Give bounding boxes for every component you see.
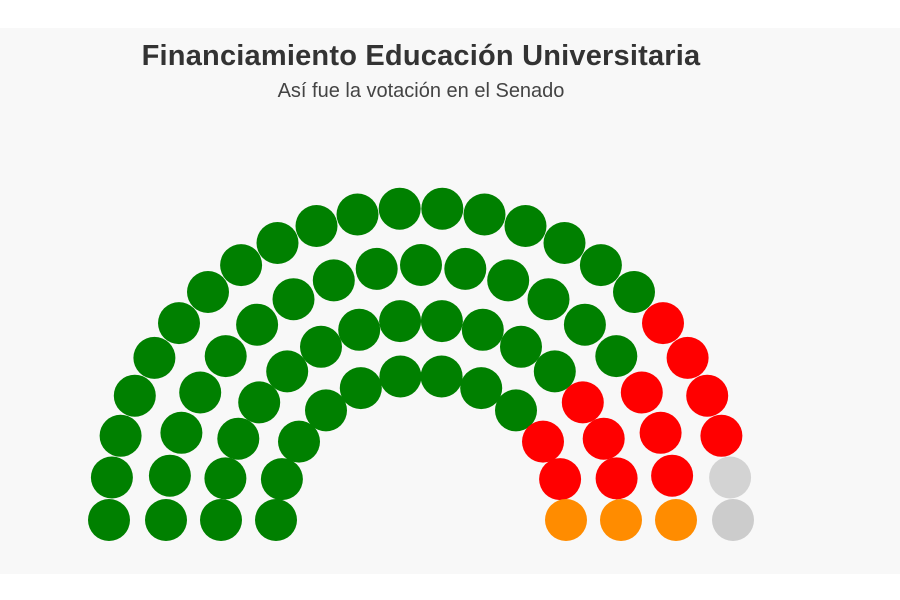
seat-dot (179, 371, 222, 414)
seat-dot (278, 420, 320, 463)
seat-dot (260, 458, 303, 501)
seat-dot (600, 499, 642, 541)
seat-dot (533, 350, 576, 393)
seat-dot (522, 420, 564, 463)
seat-dot (379, 355, 422, 398)
seat-dot (312, 259, 355, 302)
seat-dot (255, 499, 297, 541)
chart-title: Financiamiento Educación Universitaria (141, 40, 701, 72)
chart-subtitle: Así fue la votación en el Senado (277, 80, 565, 102)
seat-dot (639, 411, 682, 454)
seat-dot (613, 271, 655, 313)
seat-dot (500, 325, 542, 368)
seat-dot (148, 454, 191, 497)
seat-dot (220, 244, 263, 287)
seat-dot (272, 278, 315, 321)
seat-dot (620, 371, 663, 414)
seat-dot (295, 205, 338, 247)
seat-dot (539, 458, 582, 501)
seat-dot (655, 499, 697, 541)
seat-dot (400, 244, 442, 286)
seat-dot (256, 222, 299, 264)
seat-dot (160, 411, 203, 454)
seat-dot (204, 335, 247, 378)
seat-dot (420, 300, 463, 343)
seat-dot (238, 381, 281, 424)
seat-dot (642, 302, 684, 345)
seat-dot (651, 454, 694, 497)
seat-dot (460, 367, 503, 410)
seat-group (88, 187, 754, 541)
seat-dot (236, 303, 279, 346)
seat-dot (145, 499, 187, 541)
seat-dot (495, 389, 537, 432)
seat-dot (700, 414, 743, 457)
seat-dot (545, 499, 587, 541)
seat-dot (187, 271, 229, 313)
seat-dot (200, 499, 242, 541)
seat-dot (504, 205, 547, 247)
seat-dot (378, 187, 421, 230)
seat-dot (463, 193, 506, 236)
seat-dot (379, 300, 422, 343)
seat-dot (582, 417, 625, 460)
seat-dot (595, 457, 638, 500)
seat-dot (487, 259, 530, 302)
seat-dot (300, 325, 342, 368)
seat-dot (113, 374, 156, 417)
seat-dot (579, 244, 622, 287)
seat-dot (712, 499, 754, 541)
seat-dot (595, 335, 638, 378)
seat-dot (338, 308, 381, 351)
seat-dot (305, 389, 347, 432)
seat-dot (88, 499, 130, 541)
seat-dot (204, 457, 247, 500)
seat-dot (543, 222, 586, 264)
seat-dot (158, 302, 200, 345)
seat-dot (339, 367, 382, 410)
seat-dot (461, 308, 504, 351)
seat-dot (563, 303, 606, 346)
seat-dot (266, 350, 309, 393)
seat-dot (99, 414, 142, 457)
seat-dot (421, 187, 464, 230)
seat-dot (90, 456, 133, 499)
seat-dot (666, 336, 709, 379)
seat-dot (420, 355, 463, 398)
seat-dot (527, 278, 570, 321)
seat-dot (217, 417, 260, 460)
seat-dot (561, 381, 604, 424)
seat-dot (336, 193, 379, 236)
seat-dot (355, 247, 398, 290)
seat-dot (686, 374, 729, 417)
seat-dot (444, 247, 487, 290)
seat-dot (133, 336, 176, 379)
seat-dot (709, 456, 752, 499)
